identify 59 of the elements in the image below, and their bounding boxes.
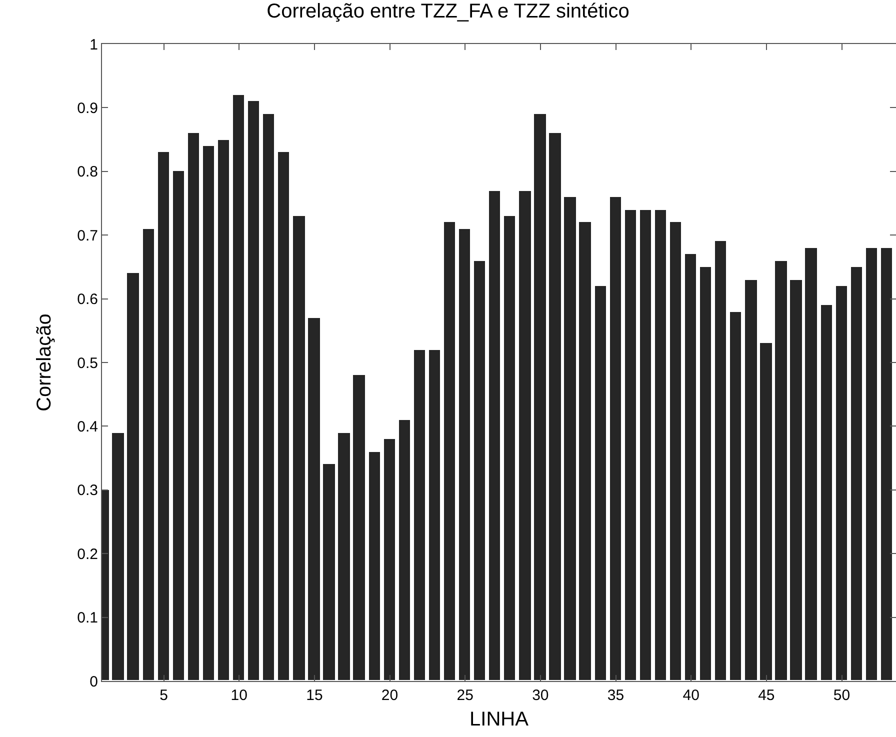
x-tick-label: 40	[682, 687, 700, 704]
chart-title: Correlação entre TZZ_FA e TZZ sintético	[266, 0, 630, 23]
y-tick-label: 0.2	[77, 546, 98, 563]
x-axis-title: LINHA	[470, 708, 530, 730]
y-tick-label: 0.8	[77, 164, 98, 181]
bar	[262, 113, 275, 681]
bar	[639, 209, 652, 681]
y-tick-label: 0.5	[77, 354, 98, 372]
bar	[277, 151, 290, 681]
bar	[699, 266, 712, 681]
y-tick-label: 0.7	[77, 227, 98, 244]
bar	[684, 253, 697, 681]
bar	[835, 285, 848, 681]
bar	[669, 221, 682, 681]
bar	[443, 221, 456, 681]
x-tick-label: 15	[306, 687, 323, 704]
bar	[368, 451, 381, 681]
x-tick-label: 30	[532, 687, 549, 704]
bar	[142, 228, 155, 681]
bar	[473, 260, 486, 681]
x-tick-label: 5	[160, 687, 168, 704]
bar	[609, 196, 622, 681]
bar	[157, 151, 170, 681]
bar	[202, 145, 215, 681]
bar	[850, 266, 863, 681]
x-tick-label: 25	[456, 687, 474, 704]
y-tick-label: 1	[90, 36, 98, 54]
bar	[594, 285, 607, 681]
bar	[187, 132, 200, 681]
bar	[488, 190, 501, 681]
y-tick-label: 0.1	[77, 610, 98, 627]
y-tick-label: 0	[90, 673, 98, 690]
y-axis-title: Correlação	[34, 314, 56, 412]
x-tick-label: 35	[607, 687, 624, 704]
bar	[503, 215, 516, 681]
x-tick-label: 20	[381, 687, 398, 704]
bar	[820, 304, 833, 681]
bar	[398, 419, 411, 681]
bar	[865, 247, 878, 681]
bar	[654, 209, 667, 681]
bar	[413, 349, 426, 681]
bar	[383, 438, 396, 681]
y-tick-label: 0.3	[77, 482, 98, 500]
x-tick-label: 50	[833, 687, 850, 704]
bar	[247, 100, 260, 681]
y-tick-label: 0.9	[77, 100, 98, 117]
bar	[172, 170, 185, 681]
bar	[428, 349, 441, 681]
bar	[729, 311, 742, 681]
y-tick-label: 0.4	[77, 418, 98, 436]
y-tick-label: 0.6	[77, 291, 98, 308]
bar	[624, 209, 637, 681]
x-tick-label: 45	[758, 687, 775, 704]
bar	[458, 228, 471, 681]
bar	[880, 247, 893, 681]
x-tick-label: 10	[230, 687, 248, 704]
bar	[217, 139, 230, 681]
bar	[714, 240, 727, 681]
bar	[232, 94, 245, 681]
